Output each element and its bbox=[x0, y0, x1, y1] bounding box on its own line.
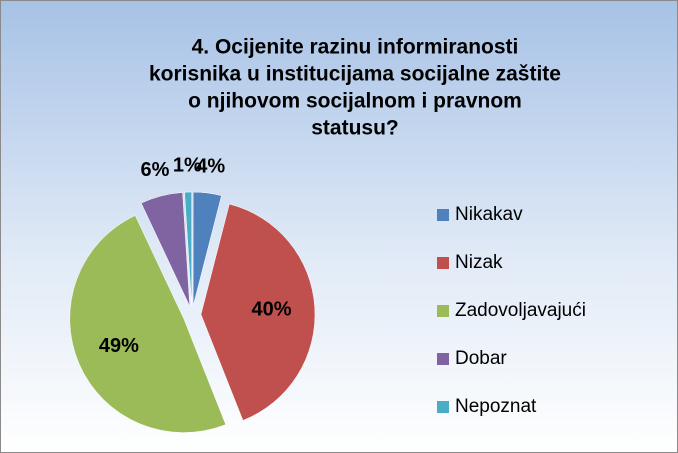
legend-label: Nepoznat bbox=[455, 396, 537, 417]
legend-label: Dobar bbox=[455, 348, 507, 369]
legend-swatch bbox=[437, 305, 449, 317]
legend-label: Zadovoljavajući bbox=[455, 300, 586, 321]
data-label: 40% bbox=[252, 298, 292, 320]
data-label: 1% bbox=[173, 154, 202, 176]
chart-title: o njihovom socijalnom i pravnom bbox=[188, 90, 522, 113]
data-label: 4% bbox=[196, 155, 225, 177]
legend-label: Nikakav bbox=[455, 204, 523, 225]
legend-swatch bbox=[437, 401, 449, 413]
legend-swatch bbox=[437, 353, 449, 365]
pie-slice bbox=[184, 191, 192, 307]
data-label: 49% bbox=[99, 335, 139, 357]
legend-swatch bbox=[437, 209, 449, 221]
pie-slice bbox=[192, 191, 222, 307]
chart-title: 4. Ocijenite razinu informiranosti bbox=[192, 36, 519, 59]
chart-title: korisnika u institucijama socijalne zašt… bbox=[149, 63, 561, 86]
pie-slice bbox=[140, 192, 191, 307]
legend-label: Nizak bbox=[455, 252, 503, 273]
pie-slice bbox=[200, 203, 316, 421]
chart-title: statusu? bbox=[311, 117, 399, 140]
data-label: 6% bbox=[140, 159, 169, 181]
pie-slice bbox=[69, 215, 227, 433]
legend-swatch bbox=[437, 257, 449, 269]
